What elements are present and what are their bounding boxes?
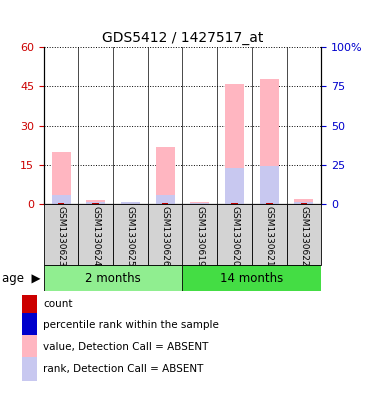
Text: GSM1330620: GSM1330620 [230,206,239,267]
Bar [294,202,314,204]
Bar [260,79,279,204]
Text: GSM1330619: GSM1330619 [195,206,204,267]
Text: GSM1330622: GSM1330622 [299,206,308,267]
Text: GSM1330623: GSM1330623 [57,206,66,267]
Bar [162,203,169,204]
Bar [51,152,71,204]
Bar [294,199,314,204]
Bar [266,203,273,204]
Text: percentile rank within the sample: percentile rank within the sample [43,320,219,331]
Bar [22,313,37,338]
Title: GDS5412 / 1427517_at: GDS5412 / 1427517_at [102,31,263,45]
Text: 2 months: 2 months [85,272,141,285]
Bar [44,265,182,291]
Bar [190,202,210,204]
Text: 14 months: 14 months [220,272,284,285]
Bar [121,202,140,204]
Bar [86,202,105,204]
Bar [252,204,287,265]
Bar [260,166,279,204]
Text: GSM1330624: GSM1330624 [91,206,100,267]
Bar [22,292,37,316]
Text: age  ▶: age ▶ [2,272,40,285]
Bar [44,204,78,265]
Bar [182,265,321,291]
Bar [58,203,65,204]
Bar [51,195,71,204]
Text: value, Detection Call = ABSENT: value, Detection Call = ABSENT [43,342,209,352]
Bar [225,168,244,204]
Bar [287,204,321,265]
Bar [121,202,140,204]
Text: rank, Detection Call = ABSENT: rank, Detection Call = ABSENT [43,364,204,374]
Text: count: count [43,299,73,309]
Bar [22,356,37,381]
Bar [113,204,148,265]
Bar [225,84,244,204]
Bar [155,195,175,204]
Bar [92,203,99,204]
Text: GSM1330626: GSM1330626 [161,206,170,267]
Bar [78,204,113,265]
Bar [86,200,105,204]
Bar [22,335,37,359]
Text: GSM1330621: GSM1330621 [265,206,274,267]
Bar [217,204,252,265]
Bar [182,204,217,265]
Bar [190,202,210,204]
Text: GSM1330625: GSM1330625 [126,206,135,267]
Bar [148,204,182,265]
Bar [231,203,238,204]
Bar [155,147,175,204]
Bar [300,203,307,204]
